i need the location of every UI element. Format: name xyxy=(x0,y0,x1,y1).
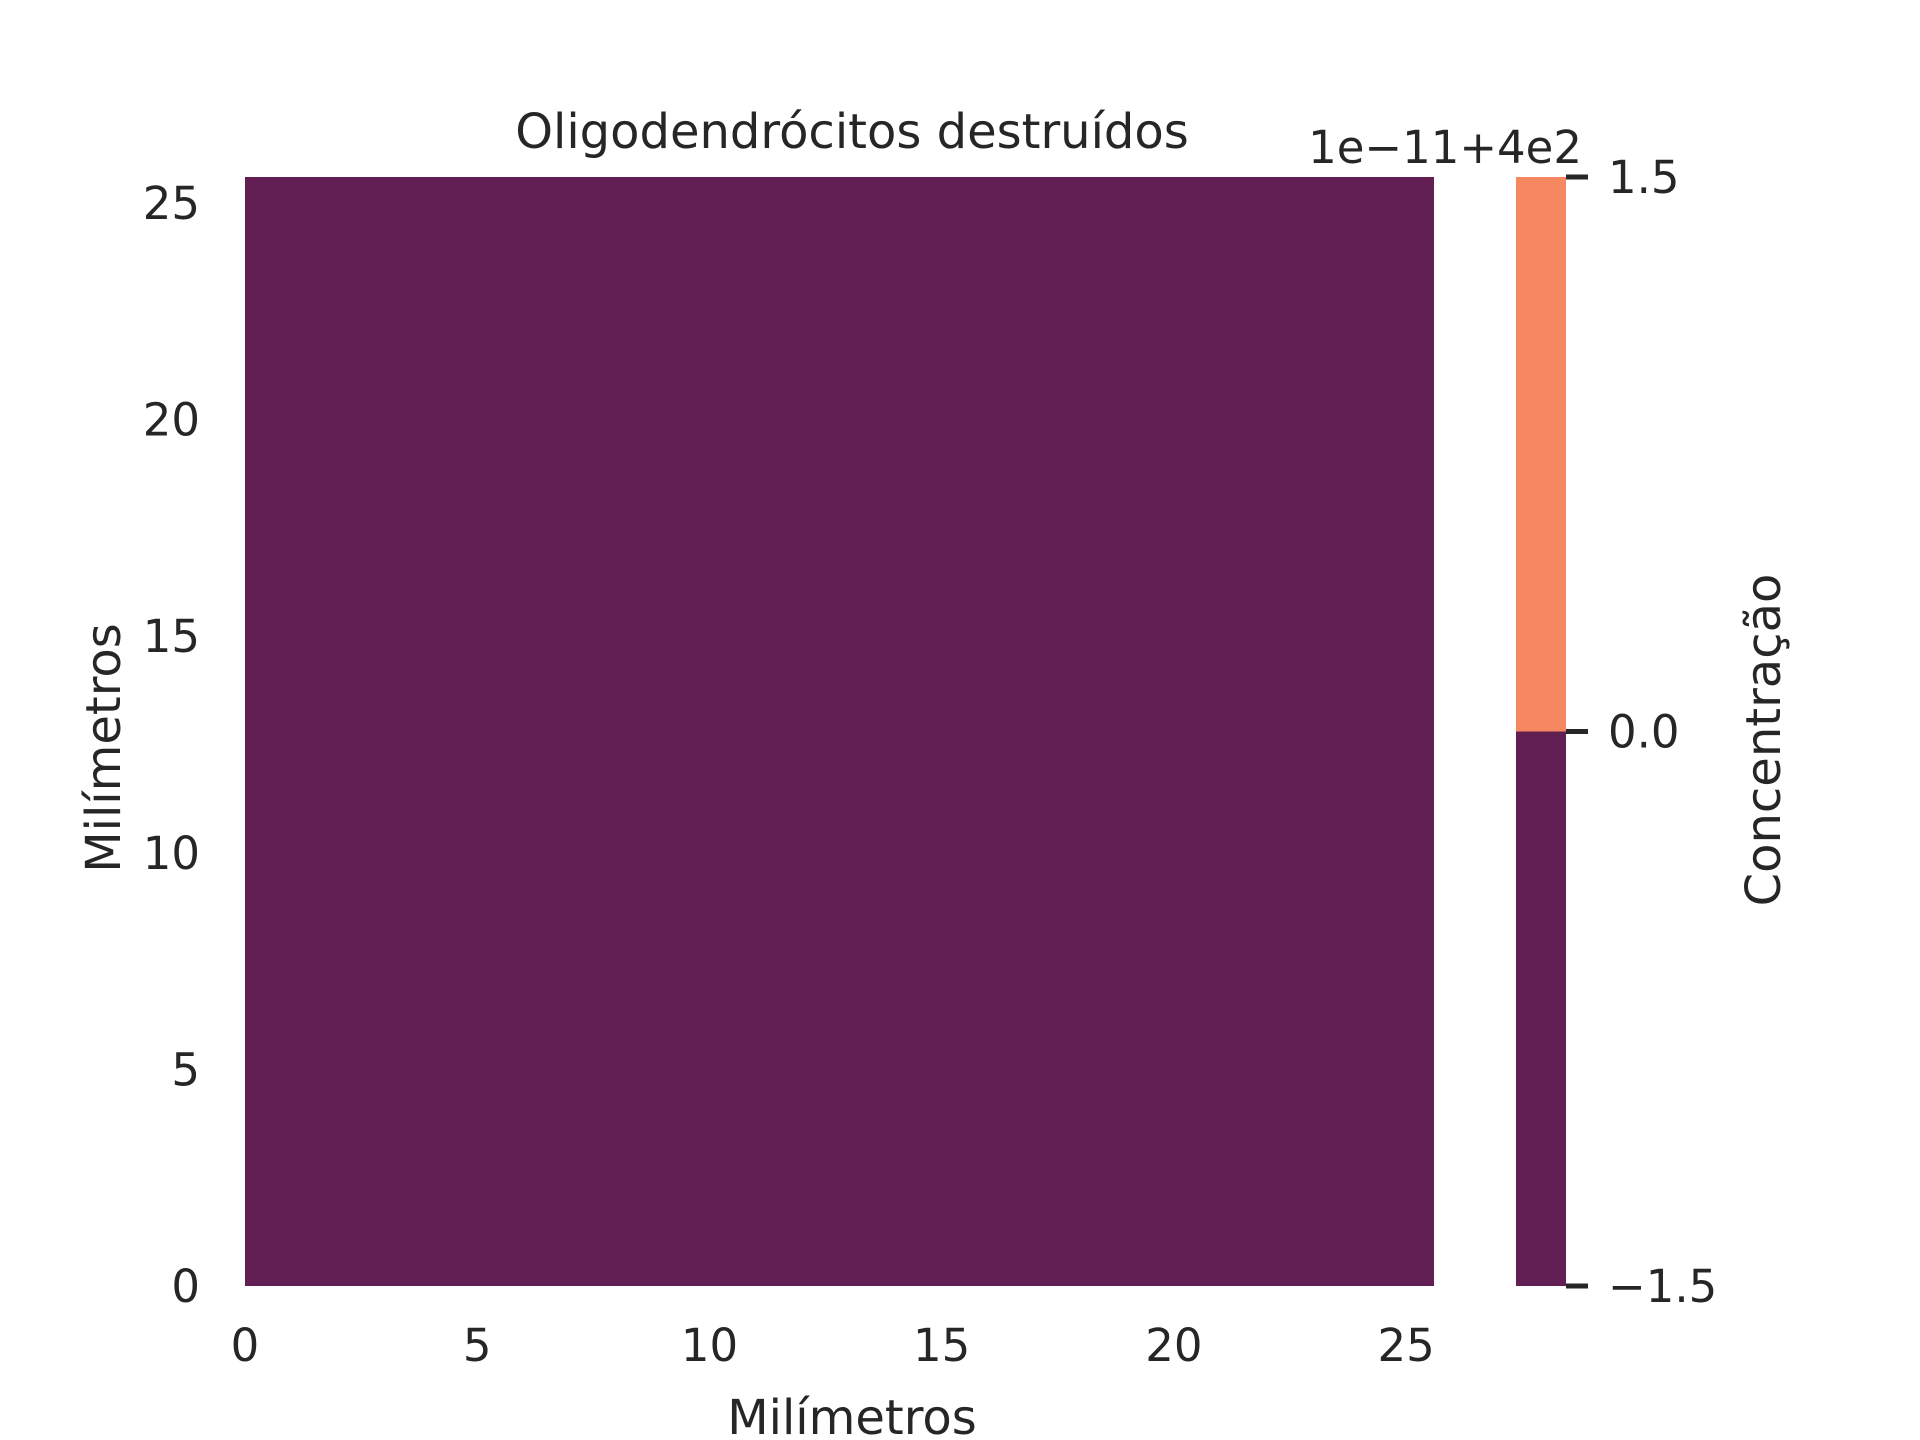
y-axis-ticks: 0 5 10 15 20 25 xyxy=(143,177,200,1313)
x-tick-label: 0 xyxy=(231,1319,260,1372)
y-tick-label: 0 xyxy=(171,1260,200,1313)
y-tick-label: 10 xyxy=(143,827,200,880)
colorbar-label: Concentração xyxy=(1736,574,1792,907)
y-tick-label: 25 xyxy=(143,177,200,230)
x-tick-label: 25 xyxy=(1378,1319,1435,1372)
y-tick-label: 20 xyxy=(143,394,200,447)
y-axis-label: Milímetros xyxy=(76,623,132,873)
y-tick-label: 15 xyxy=(143,610,200,663)
x-tick-label: 20 xyxy=(1145,1319,1202,1372)
colorbar-offset-text: 1e−11+4e2 xyxy=(1308,121,1582,174)
colorbar-level xyxy=(1516,731,1566,1286)
x-tick-label: 15 xyxy=(913,1319,970,1372)
colorbar-ticks: −1.5 0.0 1.5 xyxy=(1566,151,1717,1313)
colorbar-tick-label: 0.0 xyxy=(1608,706,1680,759)
colorbar-levels xyxy=(1516,177,1566,1286)
colorbar-tick-label: −1.5 xyxy=(1608,1260,1717,1313)
chart-title: Oligodendrócitos destruídos xyxy=(515,104,1189,160)
colorbar-tick-label: 1.5 xyxy=(1608,151,1680,204)
heatmap-field xyxy=(245,177,1434,1286)
colorbar: −1.5 0.0 1.5 xyxy=(1516,151,1717,1313)
colorbar-level xyxy=(1516,177,1566,732)
plot-area xyxy=(245,177,1434,1286)
x-axis-ticks: 0 5 10 15 20 25 xyxy=(231,1319,1435,1372)
y-tick-label: 5 xyxy=(171,1043,200,1096)
x-tick-label: 5 xyxy=(463,1319,492,1372)
x-tick-label: 10 xyxy=(681,1319,738,1372)
x-axis-label: Milímetros xyxy=(727,1390,977,1440)
